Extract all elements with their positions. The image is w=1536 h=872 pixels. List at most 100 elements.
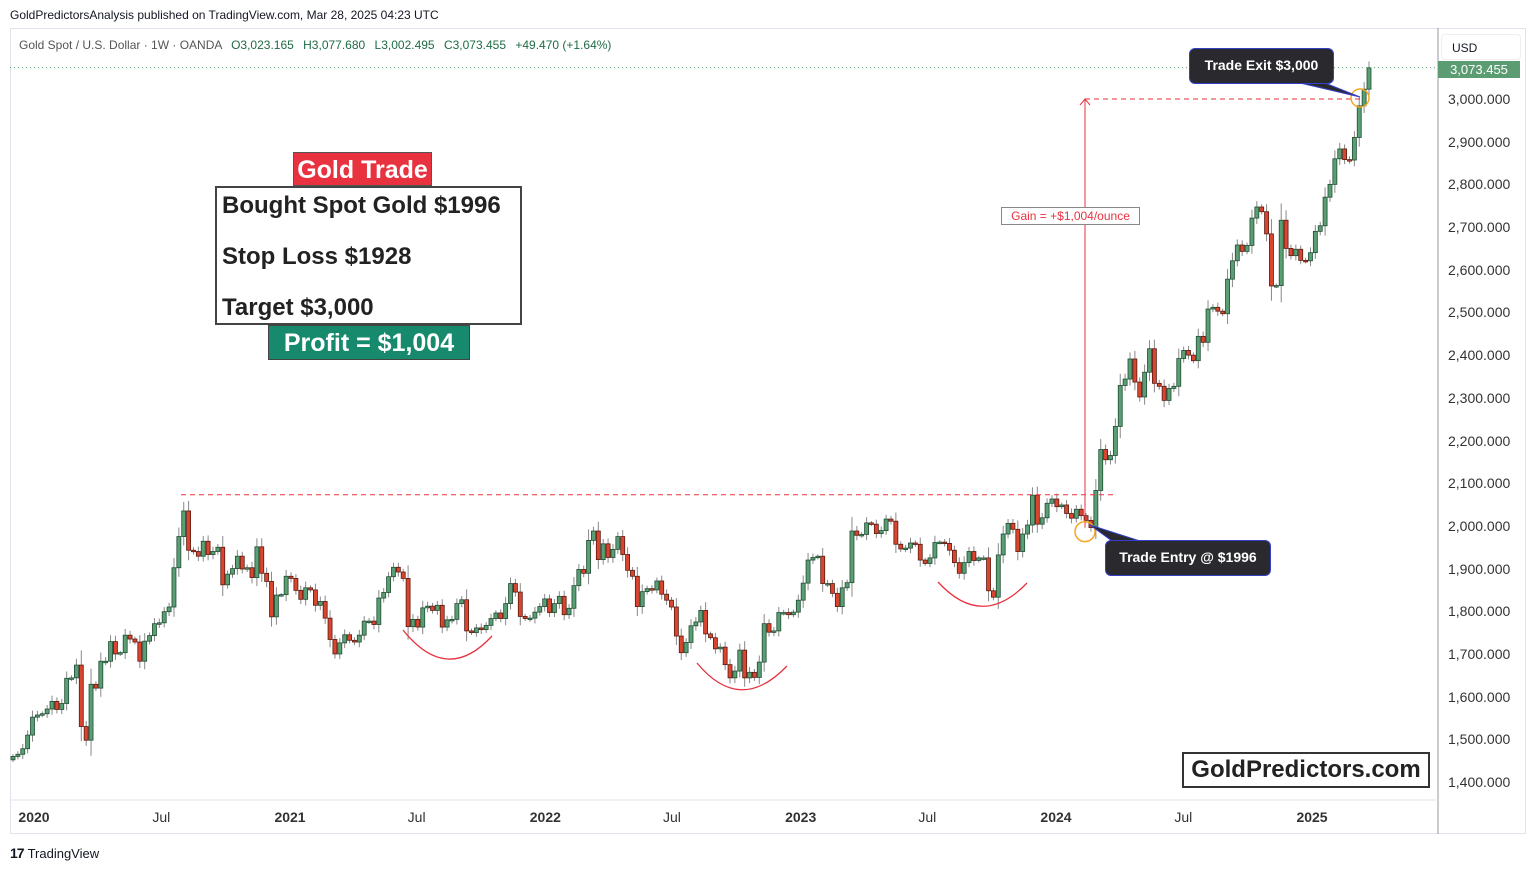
- candle: [64, 671, 70, 711]
- candle: [1030, 487, 1035, 533]
- candle: [317, 596, 323, 611]
- candle-body-up: [391, 566, 396, 578]
- candle: [595, 521, 601, 569]
- time-tick-label: 2021: [274, 809, 306, 825]
- candle: [1195, 328, 1201, 369]
- candle: [664, 589, 670, 606]
- candle: [1288, 244, 1294, 260]
- candle-body-down: [634, 575, 640, 607]
- candle-body-up: [317, 601, 323, 606]
- candle-body-up: [1147, 348, 1152, 373]
- candle: [113, 635, 118, 660]
- candle: [434, 600, 440, 615]
- candle: [834, 587, 840, 613]
- candle-body-down: [513, 583, 518, 593]
- candle-body-down: [1269, 233, 1274, 287]
- candle-body-down: [1288, 248, 1294, 257]
- candle-body-up: [610, 548, 616, 558]
- candle-body-up: [303, 587, 309, 600]
- candle: [961, 556, 967, 580]
- symbol-name[interactable]: Gold Spot / U.S. Dollar · 1W · OANDA: [19, 38, 222, 52]
- candle: [752, 668, 757, 681]
- candle: [1361, 82, 1367, 113]
- candle: [1161, 379, 1167, 408]
- candle-body-up: [459, 599, 465, 604]
- rounded-bottom-arc: [696, 662, 788, 691]
- candle-body-up: [234, 555, 240, 569]
- candle-body-down: [298, 589, 304, 600]
- candle: [493, 610, 499, 622]
- price-tick-label: 1,600.000: [1448, 688, 1511, 705]
- candle: [264, 567, 270, 588]
- candle-body-up: [532, 611, 538, 619]
- candle: [917, 537, 923, 567]
- candle-body-up: [1044, 502, 1050, 519]
- candle-body-down: [888, 518, 894, 522]
- candle-body-up: [39, 713, 45, 716]
- candle: [586, 529, 591, 585]
- candle: [1039, 512, 1045, 530]
- candle-body-up: [839, 587, 845, 607]
- candle-body-down: [1239, 244, 1245, 252]
- candle-body-up: [1000, 533, 1006, 556]
- candle-body-up: [1293, 248, 1299, 257]
- candle: [1249, 209, 1255, 254]
- price-tick-label: 2,100.000: [1448, 475, 1511, 492]
- candle-body-up: [1317, 225, 1323, 232]
- time-tick-label: 2023: [785, 809, 817, 825]
- candle: [425, 601, 431, 613]
- candle: [615, 532, 621, 554]
- candle: [498, 609, 504, 623]
- candle-body-down: [469, 630, 474, 634]
- candle: [1112, 418, 1118, 464]
- candle: [1215, 302, 1221, 316]
- candle-body-up: [366, 620, 372, 623]
- candle: [527, 614, 533, 622]
- candle: [400, 568, 406, 582]
- candle-body-up: [859, 534, 865, 537]
- candle: [54, 697, 60, 714]
- price-tick-label: 2,800.000: [1448, 176, 1511, 193]
- candle: [903, 544, 909, 553]
- candle: [991, 587, 996, 601]
- candle: [1327, 179, 1333, 202]
- candle-body-up: [693, 621, 699, 627]
- candle-body-down: [1034, 494, 1040, 525]
- trade-entry-callout: Trade Entry @ $1996: [1105, 540, 1271, 576]
- candle: [142, 633, 148, 670]
- candle: [49, 695, 55, 715]
- candle-body-up: [932, 542, 938, 559]
- gain-label: Gain = +$1,004/ounce: [1001, 207, 1140, 225]
- tradingview-logo[interactable]: 17 TradingView: [10, 845, 99, 861]
- candle-body-down: [1161, 385, 1167, 401]
- candle: [78, 650, 84, 742]
- candle: [444, 615, 450, 632]
- candle-body-up: [454, 603, 460, 620]
- candle: [1171, 382, 1177, 392]
- candle-body-down: [664, 593, 670, 601]
- currency-selector[interactable]: USD: [1441, 34, 1521, 60]
- candle-body-up: [542, 598, 548, 607]
- candle: [288, 572, 294, 583]
- candle: [1293, 244, 1299, 261]
- candle-body-down: [1151, 348, 1157, 384]
- candle: [634, 566, 640, 617]
- candle-body-up: [15, 753, 21, 757]
- candle: [1151, 339, 1157, 393]
- candle-body-up: [1005, 522, 1011, 535]
- candle-body-down: [942, 541, 948, 545]
- candle: [522, 613, 528, 622]
- candle-body-down: [308, 587, 313, 591]
- candle: [1166, 383, 1172, 405]
- candle-body-down: [1186, 350, 1191, 356]
- candle: [1034, 486, 1040, 533]
- candle: [717, 643, 723, 653]
- candle-body-down: [371, 620, 377, 625]
- candle: [688, 619, 694, 650]
- candle-body-up: [1230, 260, 1235, 280]
- candle-body-up: [1273, 285, 1279, 288]
- candle-body-up: [1166, 388, 1172, 401]
- candle-body-up: [420, 607, 426, 628]
- candle: [366, 618, 372, 625]
